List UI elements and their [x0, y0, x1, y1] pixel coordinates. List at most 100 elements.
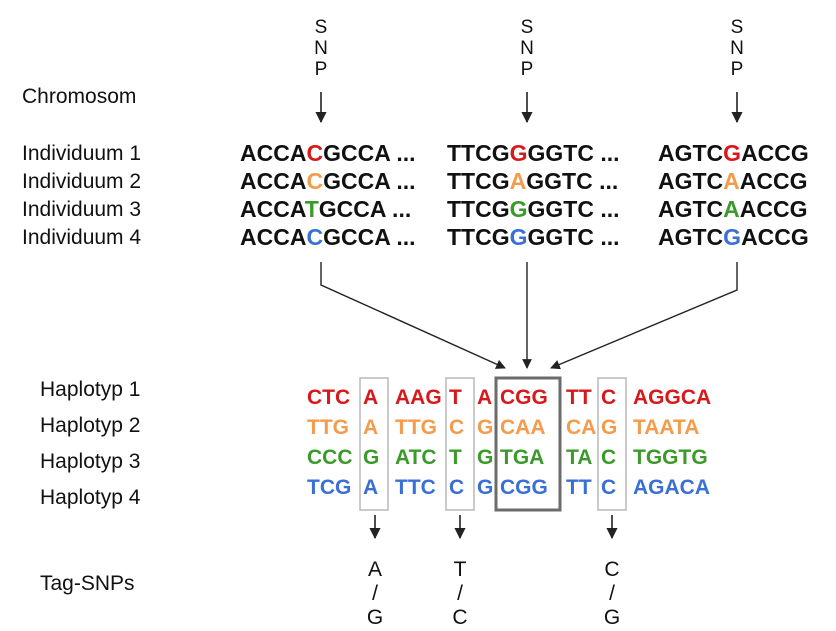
tag-snp-top: A — [368, 558, 382, 581]
sequence-bases: ACCA — [240, 168, 306, 194]
sequence-gap: ... — [390, 140, 416, 166]
sequence-bases: ACCG — [741, 140, 809, 166]
snp-base: A — [723, 168, 740, 194]
sequence-gap: ... — [386, 196, 412, 222]
haplotype-bases: A — [477, 386, 492, 409]
haplotype-bases: C — [449, 416, 464, 439]
haplotype-bases: TTG — [307, 416, 349, 439]
haplotype-bases: G — [601, 416, 617, 439]
individual-label: Individuum 1 — [22, 142, 141, 165]
haplotype-bases: A — [363, 476, 378, 499]
merge-arrow — [550, 262, 738, 370]
sequence-gap: ... — [390, 224, 416, 250]
haplotype-bases: CGG — [500, 476, 548, 499]
haplotype-bases: C — [601, 446, 616, 469]
haplotype-bases: CTC — [307, 386, 350, 409]
chromosome-label: Chromosom — [22, 85, 136, 108]
snp-base: C — [306, 140, 323, 166]
haplotype-bases: ATC — [395, 446, 437, 469]
snp-base: G — [510, 224, 528, 250]
sequence-bases: ACCG — [740, 168, 808, 194]
individual-sequence-segment: TTCGGGGTC ... — [447, 140, 620, 166]
haplotype-bases: G — [363, 446, 379, 469]
snp-base: A — [723, 196, 740, 222]
individual-sequence-segment: AGTCGACCG — [658, 140, 809, 166]
tag-snp-top: C — [604, 558, 619, 581]
haplotype-column-box — [597, 377, 627, 511]
merge-arrows — [320, 262, 738, 370]
haplotype-bases: AGACA — [633, 476, 710, 499]
individual-sequence-segment: AGTCGACCG — [658, 224, 809, 250]
sequence-bases: AGTC — [658, 224, 723, 250]
haplotype-bases: A — [363, 386, 378, 409]
haplotype-bases: AGGCA — [633, 386, 711, 409]
snp-marker-letter: N — [730, 38, 744, 59]
tag-snp-top: T — [454, 558, 467, 581]
haplotype-bases: TCG — [307, 476, 351, 499]
sequence-bases: GGTC — [528, 196, 594, 222]
snp-base: G — [510, 196, 528, 222]
sequence-bases: ACCA — [240, 196, 306, 222]
haplotype-bases: TGA — [500, 446, 544, 469]
haplotype-bases: CAA — [500, 416, 546, 439]
snp-base: G — [723, 224, 741, 250]
snp-marker-letter: S — [315, 17, 328, 38]
sequence-bases: GGTC — [528, 224, 594, 250]
sequence-bases: AGTC — [658, 140, 723, 166]
snp-base: C — [306, 168, 323, 194]
sequence-bases: AGTC — [658, 196, 723, 222]
individual-sequence-segment: TTCGGGGTC ... — [447, 224, 620, 250]
individual-sequence-segment: ACCATGCCA ... — [240, 196, 411, 222]
haplotype-bases: TAATA — [633, 416, 699, 439]
snp-base: G — [723, 140, 741, 166]
haplotype-label: Haplotyp 2 — [40, 414, 140, 437]
sequence-bases: ACCG — [740, 196, 808, 222]
haplotype-column-box — [494, 376, 562, 512]
tag-snp-arrows — [369, 515, 618, 540]
haplotype-bases: G — [477, 416, 493, 439]
individual-label: Individuum 2 — [22, 170, 141, 193]
snp-marker-letter: P — [521, 59, 534, 80]
tag-snp-bottom: G — [604, 606, 620, 629]
haplotype-bases: TA — [566, 446, 592, 469]
snp-base: A — [510, 168, 527, 194]
individual-sequences: ACCACGCCA ... TTCGGGGTC ... AGTCGACCGACCAC… — [240, 140, 809, 250]
individual-sequence-segment: AGTCAACCG — [658, 168, 808, 194]
sequence-bases: GGTC — [528, 140, 594, 166]
individual-sequence-segment: ACCACGCCA ... — [240, 168, 416, 194]
sequence-gap: ... — [593, 168, 619, 194]
sequence-bases: TTCG — [447, 140, 510, 166]
snp-marker-letter: N — [314, 38, 328, 59]
tag-snp-sep: / — [372, 582, 378, 605]
haplotype-bases: TTC — [395, 476, 436, 499]
haplotype-bases: A — [363, 416, 378, 439]
sequence-bases: TTCG — [447, 224, 510, 250]
sequence-bases: GCCA — [323, 140, 390, 166]
sequence-bases: ACCA — [240, 224, 306, 250]
snp-marker-letter: N — [520, 38, 534, 59]
sequence-bases: AGTC — [658, 168, 723, 194]
tag-snp-sep: / — [457, 582, 463, 605]
individual-sequence-segment: ACCACGCCA ... — [240, 224, 416, 250]
haplotype-bases: G — [477, 476, 493, 499]
haplotype-label: Haplotyp 1 — [40, 378, 140, 401]
snp-base: C — [306, 224, 323, 250]
tag-snp-bottom: G — [367, 606, 383, 629]
haplotype-column-box — [359, 377, 389, 511]
tag-snps-label: Tag-SNPs — [40, 572, 135, 595]
snp-marker-letter: S — [731, 17, 744, 38]
snp-marker-letter: P — [731, 59, 744, 80]
haplotype-bases: C — [449, 476, 464, 499]
sequence-bases: GGTC — [526, 168, 592, 194]
individual-sequence-segment: TTCGAGGTC ... — [447, 168, 618, 194]
sequence-bases: GCCA — [323, 224, 390, 250]
haplotype-column-boxes — [359, 376, 627, 512]
snp-base: G — [510, 140, 528, 166]
tag-snp-sep: / — [609, 582, 615, 605]
individual-sequence-segment: ACCACGCCA ... — [240, 140, 416, 166]
sequence-bases: ACCA — [240, 140, 306, 166]
sequence-gap: ... — [390, 168, 416, 194]
haplotype-bases: C — [601, 386, 616, 409]
